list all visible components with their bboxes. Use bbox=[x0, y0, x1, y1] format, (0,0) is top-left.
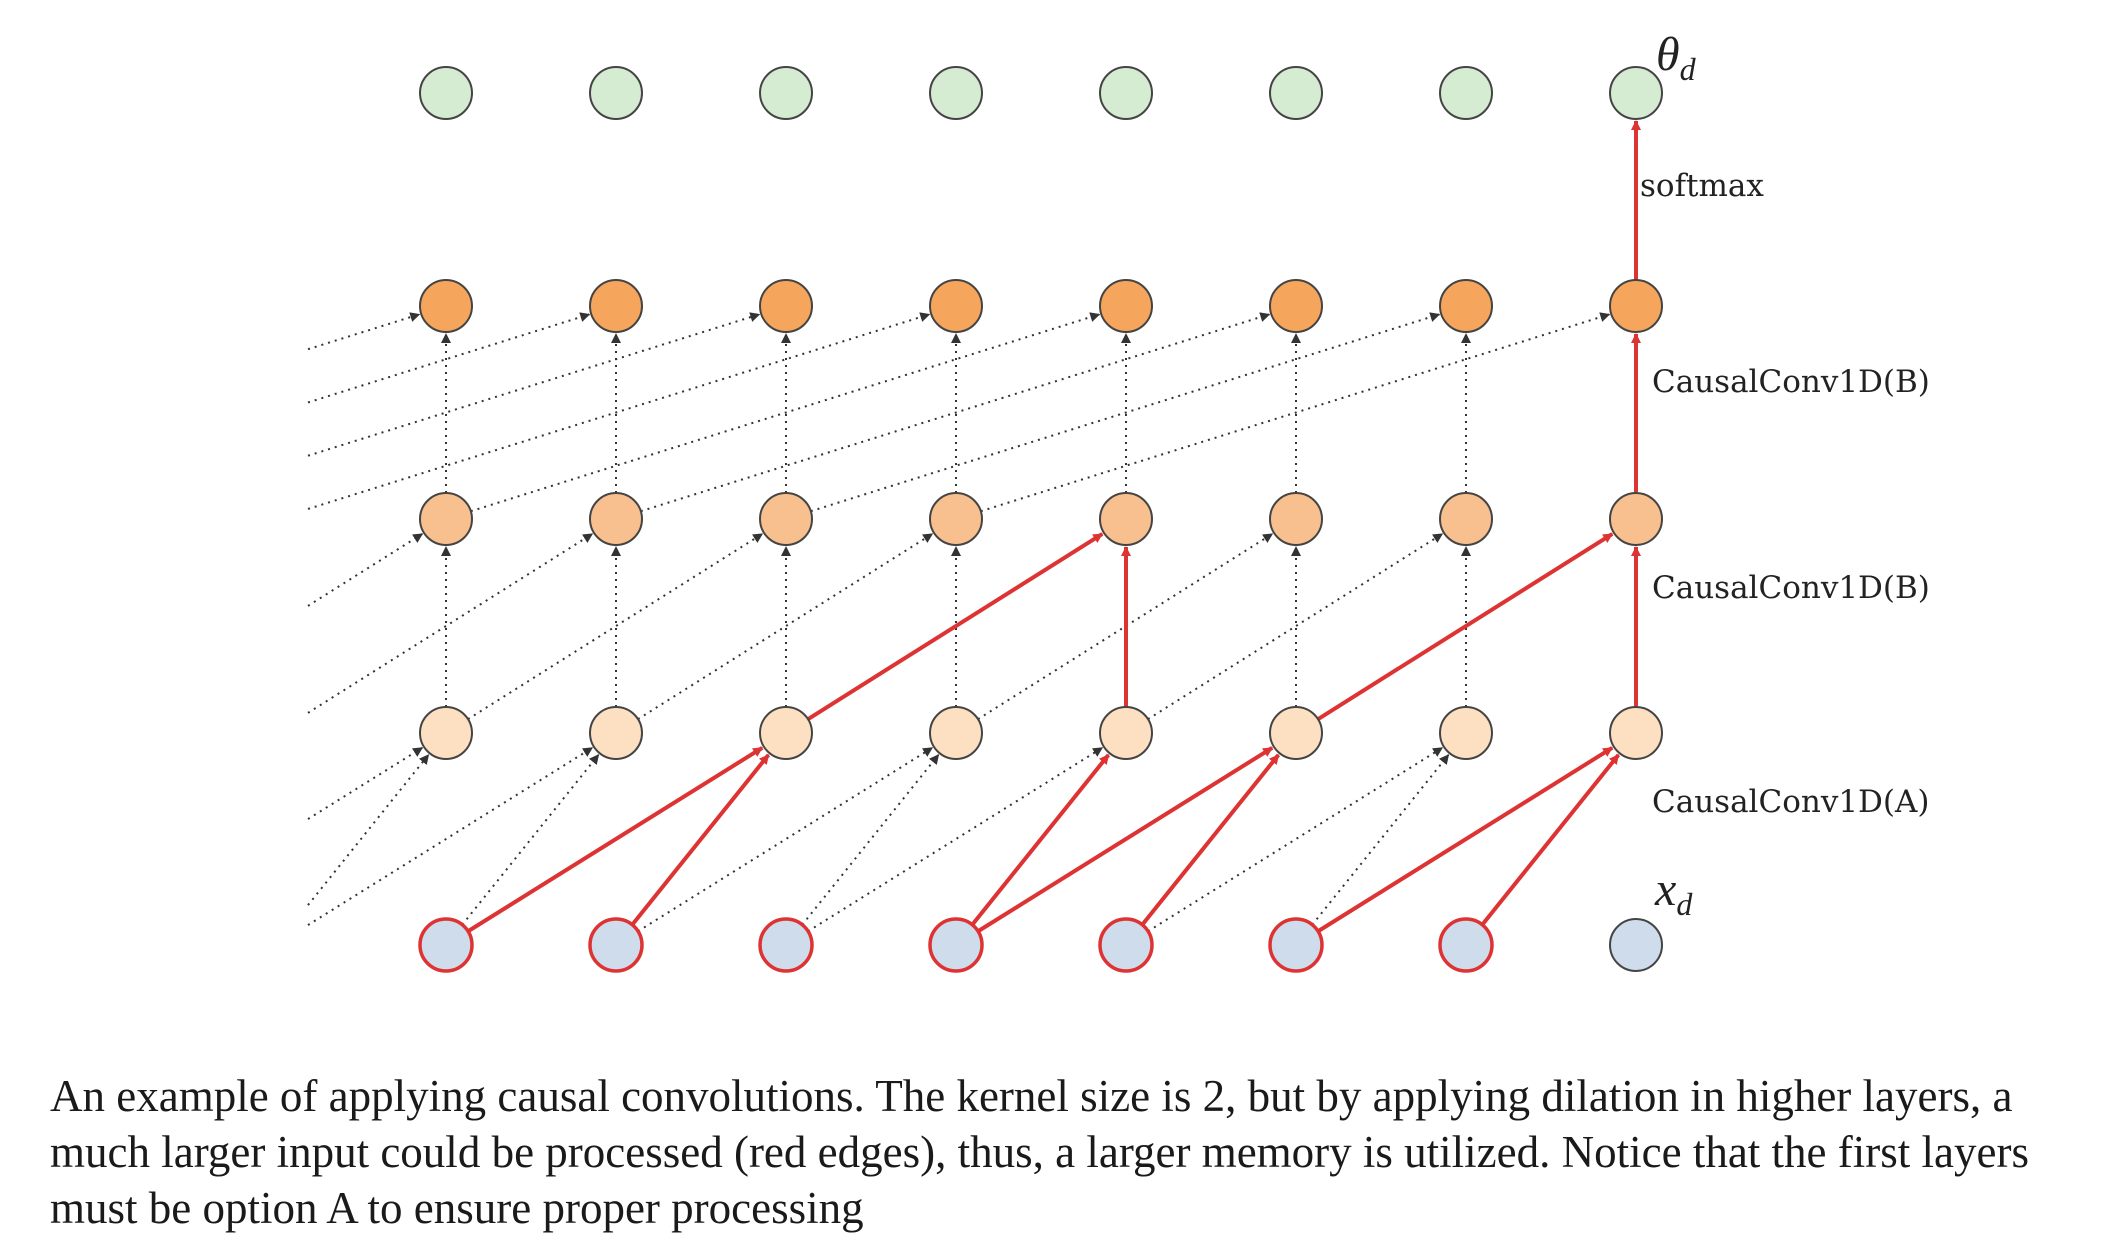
offscreen-edge bbox=[307, 533, 594, 714]
active-edge bbox=[630, 753, 771, 926]
input-node bbox=[1268, 917, 1324, 973]
hidden1-node bbox=[589, 706, 643, 760]
active-edge bbox=[806, 532, 1104, 721]
offscreen-edge bbox=[307, 754, 430, 906]
output-node bbox=[1609, 66, 1663, 120]
input-node bbox=[1609, 918, 1663, 972]
hidden2-node bbox=[1609, 492, 1663, 546]
causal-convolution-diagram: θd xd softmax CausalConv1D(B) CausalConv… bbox=[307, 28, 1930, 973]
output-node bbox=[1099, 66, 1153, 120]
hidden1-node bbox=[1439, 706, 1493, 760]
active-edge bbox=[1140, 753, 1281, 926]
active-edges bbox=[467, 120, 1641, 933]
offscreen-edge bbox=[307, 312, 591, 404]
active-edge bbox=[970, 753, 1111, 926]
nodes bbox=[418, 66, 1663, 973]
inactive-edge bbox=[467, 533, 764, 720]
inactive-edge bbox=[1311, 754, 1450, 926]
active-edge bbox=[1480, 753, 1621, 926]
offscreen-edge bbox=[307, 746, 594, 926]
layer2-label: CausalConv1D(B) bbox=[1652, 570, 1930, 606]
active-edge bbox=[1316, 532, 1614, 721]
output-symbol: θ bbox=[1656, 28, 1680, 81]
hidden2-node bbox=[419, 492, 473, 546]
output-subscript: d bbox=[1680, 51, 1697, 87]
hidden3-node bbox=[1439, 279, 1493, 333]
hidden2-node bbox=[759, 492, 813, 546]
hidden1-node bbox=[419, 706, 473, 760]
input-subscript: d bbox=[1676, 886, 1693, 922]
input-node bbox=[928, 917, 984, 973]
output-node bbox=[1269, 66, 1323, 120]
active-edge bbox=[977, 746, 1274, 933]
hidden2-node bbox=[929, 492, 983, 546]
inactive-edge bbox=[637, 746, 934, 933]
inactive-edge bbox=[640, 312, 1271, 513]
hidden3-node bbox=[759, 279, 813, 333]
active-edge bbox=[467, 746, 764, 933]
hidden2-node bbox=[1439, 492, 1493, 546]
hidden2-node bbox=[589, 492, 643, 546]
hidden3-node bbox=[1269, 279, 1323, 333]
hidden3-node bbox=[589, 279, 643, 333]
figure-caption: An example of applying causal convolutio… bbox=[50, 1071, 2029, 1233]
offscreen-edge bbox=[307, 312, 931, 510]
output-node bbox=[759, 66, 813, 120]
hidden1-node bbox=[1269, 706, 1323, 760]
offscreen-edge bbox=[307, 312, 761, 457]
hidden3-node bbox=[1609, 279, 1663, 333]
input-label: xd bbox=[1654, 863, 1693, 922]
input-node bbox=[588, 917, 644, 973]
inactive-edges bbox=[307, 312, 1611, 933]
inactive-edge bbox=[807, 746, 1104, 933]
hidden1-node bbox=[929, 706, 983, 760]
output-node bbox=[929, 66, 983, 120]
inactive-edge bbox=[1147, 746, 1444, 933]
inactive-edge bbox=[980, 312, 1611, 513]
input-node bbox=[1098, 917, 1154, 973]
output-label: θd bbox=[1656, 28, 1697, 87]
input-node bbox=[758, 917, 814, 973]
hidden1-node bbox=[1099, 706, 1153, 760]
layer3-label: CausalConv1D(B) bbox=[1652, 364, 1930, 400]
hidden2-node bbox=[1269, 492, 1323, 546]
layer1-label: CausalConv1D(A) bbox=[1652, 784, 1930, 820]
inactive-edge bbox=[1147, 533, 1444, 720]
inactive-edge bbox=[810, 312, 1441, 513]
hidden3-node bbox=[1099, 279, 1153, 333]
inactive-edge bbox=[461, 754, 600, 926]
output-node bbox=[419, 66, 473, 120]
active-edge bbox=[1317, 746, 1614, 933]
hidden1-node bbox=[1609, 706, 1663, 760]
hidden3-node bbox=[419, 279, 473, 333]
hidden2-node bbox=[1099, 492, 1153, 546]
inactive-edge bbox=[637, 533, 934, 720]
softmax-label: softmax bbox=[1640, 168, 1764, 204]
offscreen-edge bbox=[307, 533, 424, 607]
output-node bbox=[1439, 66, 1493, 120]
inactive-edge bbox=[801, 754, 940, 926]
hidden1-node bbox=[759, 706, 813, 760]
input-symbol: x bbox=[1654, 863, 1676, 916]
output-node bbox=[589, 66, 643, 120]
offscreen-edge bbox=[307, 312, 421, 351]
offscreen-edge bbox=[307, 746, 424, 820]
inactive-edge bbox=[977, 533, 1274, 720]
inactive-edge bbox=[470, 312, 1101, 513]
input-node bbox=[418, 917, 474, 973]
input-node bbox=[1438, 917, 1494, 973]
hidden3-node bbox=[929, 279, 983, 333]
